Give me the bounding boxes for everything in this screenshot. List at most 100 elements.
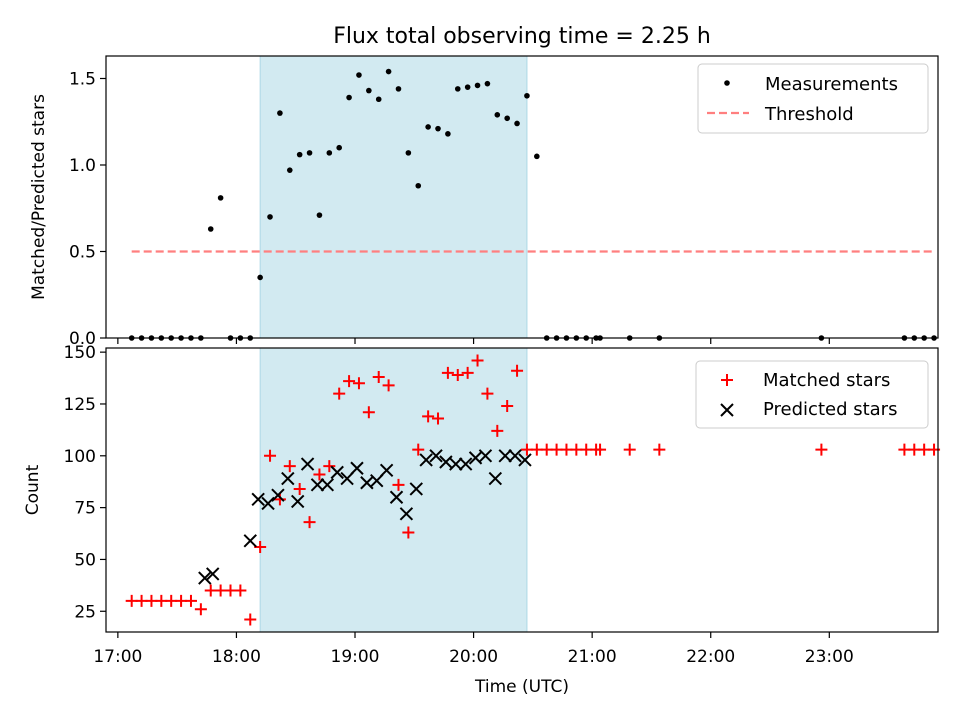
predicted-star-point xyxy=(399,507,414,521)
measurement-point xyxy=(207,226,214,232)
predicted-star-point xyxy=(243,534,257,548)
top-y-tick-label: 0.0 xyxy=(69,329,96,349)
measurement-point xyxy=(267,214,273,220)
matched-star-point xyxy=(194,603,207,616)
bottom-y-axis-label: Count xyxy=(23,464,43,515)
bottom-y-tick-label: 50 xyxy=(74,550,96,570)
measurement-point xyxy=(326,150,333,156)
matched-star-point xyxy=(264,449,277,462)
matched-star-point xyxy=(234,584,247,597)
top-legend: Measurements Threshold xyxy=(697,63,929,134)
matched-star-point xyxy=(244,613,257,626)
predicted-star-point xyxy=(419,453,433,467)
measurement-point xyxy=(385,68,392,75)
measurement-point xyxy=(454,86,461,92)
measurement-point xyxy=(494,112,501,118)
predicted-star-point xyxy=(310,478,325,492)
predicted-star-point xyxy=(261,496,275,511)
predicted-star-point xyxy=(370,473,384,488)
matched-star-point xyxy=(303,516,316,529)
bottom-axes: 25 50 75 100 125 150 17:00 18:00 19:00 20:00 21:0… xyxy=(23,343,941,697)
matched-star-point xyxy=(481,387,494,400)
predicted-star-point xyxy=(389,490,404,504)
matched-star-point xyxy=(422,410,435,423)
bottom-y-tick-label: 125 xyxy=(64,395,96,415)
bottom-y-tick-label: 150 xyxy=(64,343,96,363)
predicted-star-point xyxy=(281,471,295,486)
matched-star-point xyxy=(451,368,464,381)
predicted-star-point xyxy=(320,478,335,492)
measurement-point xyxy=(316,212,323,218)
predicted-star-point xyxy=(290,494,305,509)
x-tick-label: 18:00 xyxy=(212,647,261,667)
legend-threshold-label: Threshold xyxy=(764,104,854,125)
predicted-star-point xyxy=(300,457,315,471)
figure-title: Flux total observing time = 2.25 h xyxy=(333,24,711,49)
matched-star-point xyxy=(313,468,326,481)
top-shaded-region xyxy=(259,55,528,339)
measurement-point xyxy=(484,80,491,87)
bottom-y-ticks: 25 50 75 100 125 150 xyxy=(64,343,106,622)
matched-star-point xyxy=(343,375,356,388)
predicted-star-point xyxy=(198,571,212,585)
matched-star-point xyxy=(254,541,267,554)
matched-star-point xyxy=(392,478,405,491)
measurement-point xyxy=(405,150,412,156)
matched-star-point xyxy=(623,443,636,456)
predicted-star-point xyxy=(458,457,473,471)
x-tick-label: 21:00 xyxy=(568,647,617,667)
measurement-point xyxy=(217,195,224,201)
top-y-ticks: 0.0 0.5 1.0 1.5 xyxy=(69,69,106,349)
measurement-point xyxy=(277,110,283,116)
x-axis-label: Time (UTC) xyxy=(474,677,569,697)
x-tick-label: 22:00 xyxy=(686,647,735,667)
matched-star-point xyxy=(372,371,385,384)
matched-star-point xyxy=(511,364,524,377)
legend-measurements-marker xyxy=(724,80,730,86)
matched-star-point xyxy=(471,354,484,367)
top-axes: 0.0 0.5 1.0 1.5 Matched/Predicted stars Mea… xyxy=(29,55,939,349)
predicted-star-point xyxy=(488,471,503,486)
predicted-star-point xyxy=(478,449,493,463)
matched-star-point xyxy=(402,526,415,539)
measurement-point xyxy=(504,115,510,122)
matched-star-point xyxy=(184,594,197,607)
bottom-legend-box xyxy=(695,360,929,429)
bottom-axes-frame xyxy=(105,347,939,633)
bottom-shaded-region xyxy=(259,347,528,633)
matched-star-point xyxy=(501,400,514,413)
bottom-y-tick-label: 75 xyxy=(74,499,96,519)
measurement-point xyxy=(514,120,520,127)
predicted-star-point xyxy=(379,463,394,478)
top-axes-frame xyxy=(105,55,939,339)
measurement-point xyxy=(435,125,441,132)
x-tick-label: 20:00 xyxy=(449,647,498,667)
measurement-point xyxy=(336,144,342,151)
x-tick-label: 19:00 xyxy=(331,647,380,667)
measurement-point xyxy=(464,84,471,90)
matched-star-point xyxy=(461,366,474,379)
measurement-point xyxy=(375,96,382,103)
measurement-point xyxy=(445,131,451,137)
measurement-point xyxy=(534,153,540,160)
measurement-point xyxy=(257,274,263,281)
top-legend-box xyxy=(697,63,929,134)
matched-star-point xyxy=(273,493,286,506)
bottom-x-ticks: 17:00 18:00 19:00 20:00 21:00 22:00 23:00 xyxy=(93,632,854,667)
x-tick-label: 17:00 xyxy=(93,647,142,667)
legend-measurements-label: Measurements xyxy=(765,74,898,95)
matched-star-point xyxy=(432,412,445,425)
measurement-point xyxy=(346,94,352,101)
predicted-star-point xyxy=(429,449,443,463)
measurement-point xyxy=(395,86,402,92)
measurement-point xyxy=(286,167,293,173)
measurement-point xyxy=(474,82,481,89)
predicted-star-point xyxy=(330,465,344,480)
top-y-axis-label: Matched/Predicted stars xyxy=(29,94,49,300)
top-y-tick-label: 1.5 xyxy=(69,69,96,89)
legend-predicted-marker xyxy=(720,403,734,417)
legend-matched-label: Matched stars xyxy=(763,370,890,391)
top-x-ticks xyxy=(117,338,830,344)
predicted-star-point xyxy=(350,461,364,475)
predicted-star-point xyxy=(340,471,354,486)
